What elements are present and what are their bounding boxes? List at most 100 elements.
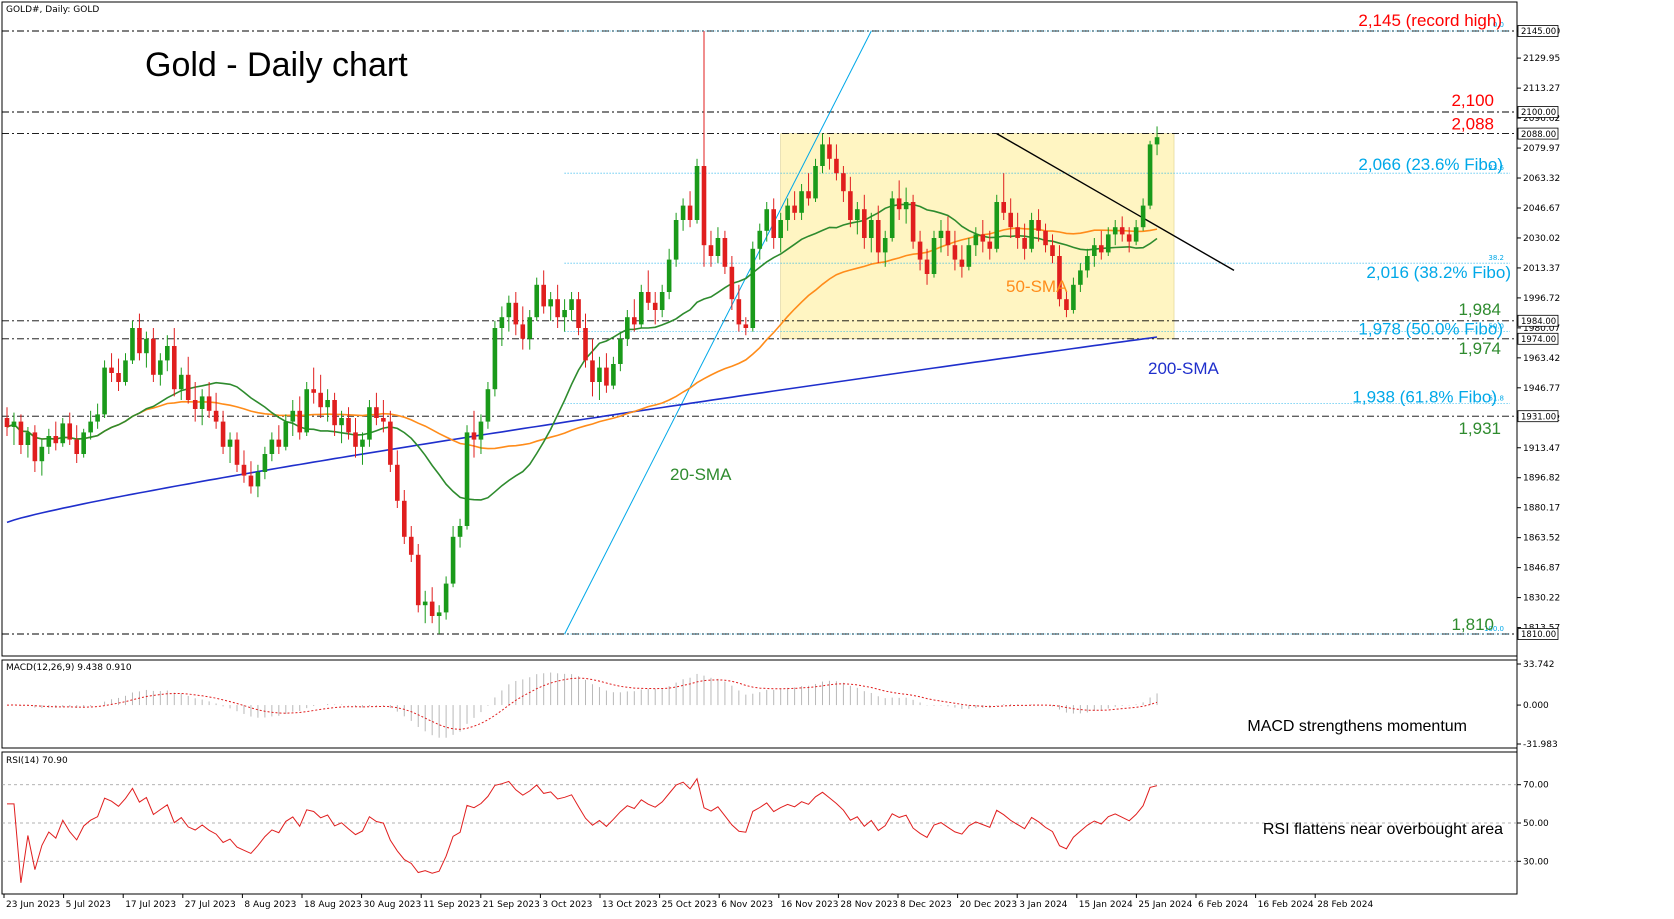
candle — [206, 382, 212, 418]
candle — [60, 418, 66, 447]
candle-body — [269, 439, 275, 454]
candle-body — [234, 439, 240, 465]
candle-body — [18, 421, 24, 445]
price-tick-label: 2046.67 — [1523, 204, 1560, 214]
price-tick-label: 2129.95 — [1523, 54, 1560, 64]
candle — [1147, 140, 1153, 210]
candle-body — [4, 418, 10, 427]
candle — [875, 205, 881, 264]
candle-body — [171, 346, 177, 390]
candle — [199, 389, 205, 426]
level-label-2100: 2,100 — [1451, 91, 1494, 110]
candle — [910, 194, 916, 249]
macd-indicator: 33.742 0.000 -31.983 — [6, 660, 1558, 750]
candle — [743, 317, 749, 336]
candle — [283, 414, 289, 451]
candle-body — [527, 317, 533, 339]
candle-body — [39, 446, 45, 462]
candle-body — [206, 396, 212, 411]
candle — [966, 238, 972, 271]
price-box-frame — [1517, 628, 1559, 640]
candle — [276, 425, 282, 454]
price-box-label: 2100.00 — [1521, 108, 1556, 118]
candle — [165, 335, 170, 372]
candle-body — [882, 238, 888, 253]
date-tick-label: 16 Nov 2023 — [781, 900, 839, 910]
candle — [53, 421, 59, 451]
candle-body — [492, 328, 498, 390]
level-labels: 2,145 (record high)2,1002,0881,9841,9741… — [670, 11, 1511, 634]
candle — [192, 382, 198, 422]
candle — [443, 576, 449, 620]
candle — [945, 216, 951, 256]
candle — [827, 137, 832, 170]
candle-body — [346, 418, 351, 433]
candle — [715, 227, 721, 264]
candle-body — [151, 338, 156, 375]
candle — [374, 392, 379, 426]
candle-body — [757, 230, 763, 249]
candle-body — [1050, 245, 1055, 256]
candle-body — [562, 310, 567, 318]
candle-body — [750, 248, 756, 328]
sma200-label: 200-SMA — [1148, 359, 1220, 378]
fibo-label-50: 1,978 (50.0% Fibo) — [1358, 320, 1503, 339]
candle-body — [834, 158, 839, 174]
candle — [318, 374, 323, 418]
candle — [485, 382, 491, 429]
candle — [618, 331, 623, 372]
candle — [778, 212, 783, 253]
sma20-label: 20-SMA — [670, 465, 732, 484]
candle-body — [903, 202, 909, 210]
candle — [687, 191, 693, 228]
candle — [764, 202, 770, 242]
candle-body — [46, 436, 52, 447]
price-box: 2145.00 — [1517, 25, 1559, 37]
candle-body — [137, 328, 142, 354]
candle-body — [638, 292, 644, 325]
date-tick-label: 30 Aug 2023 — [364, 900, 422, 910]
candle-body — [1092, 245, 1097, 256]
candle — [569, 292, 574, 321]
candle-body — [952, 245, 958, 260]
candle — [339, 410, 344, 444]
candle-body — [618, 338, 623, 364]
price-box-label: 1810.00 — [1521, 630, 1556, 640]
candle — [659, 284, 665, 318]
candle-body — [896, 198, 902, 210]
candle-body — [25, 432, 31, 445]
candle-body — [875, 220, 881, 253]
candle — [332, 392, 337, 436]
candle — [137, 313, 142, 361]
price-tick-label: 2113.27 — [1523, 84, 1560, 94]
rsi-label: RSI(14) 70.90 — [6, 756, 68, 766]
candle-body — [597, 367, 602, 382]
date-tick-label: 3 Jan 2024 — [1019, 900, 1067, 910]
candle — [123, 353, 128, 386]
candle-body — [827, 144, 832, 159]
candle — [1154, 126, 1160, 156]
date-tick-label: 17 Jul 2023 — [125, 900, 176, 910]
fibonacci-levels: 23.6 38.2 50.0 61.8 0.0 100.0 — [564, 21, 1510, 635]
candle — [297, 396, 303, 440]
candle-body — [715, 238, 721, 256]
candle-body — [1105, 234, 1111, 253]
price-box: 1810.00 — [1517, 628, 1559, 640]
fibo-label-38: 2,016 (38.2% Fibo) — [1366, 263, 1511, 282]
candle-body — [513, 302, 519, 325]
candle — [527, 310, 533, 350]
candle — [436, 605, 442, 634]
candle-body — [966, 245, 972, 267]
sma50-line — [6, 227, 1158, 450]
candle-body — [1071, 284, 1076, 310]
candle — [1105, 227, 1111, 256]
candle — [652, 292, 658, 325]
candle-body — [429, 601, 435, 616]
candle — [555, 284, 560, 328]
candle-body — [374, 407, 379, 418]
candle-body — [109, 367, 114, 373]
candle-body — [625, 317, 630, 339]
candle-body — [841, 173, 846, 192]
date-tick-label: 11 Sep 2023 — [423, 900, 480, 910]
candle-body — [353, 432, 358, 447]
